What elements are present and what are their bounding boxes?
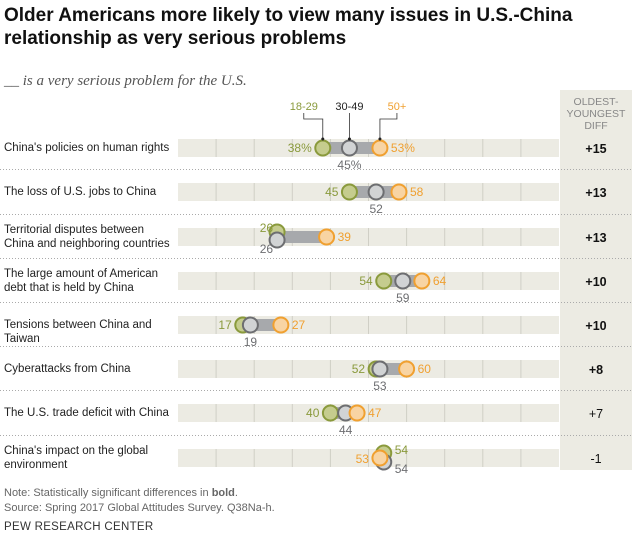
diff-value: +7 <box>589 407 603 421</box>
brand: PEW RESEARCH CENTER <box>4 521 154 533</box>
legend-leader-dot <box>378 137 382 141</box>
dot-18-29 <box>340 183 358 201</box>
label-50-plus: 64 <box>433 274 447 288</box>
label-30-49: 52 <box>369 202 383 216</box>
diff-value: +8 <box>589 363 603 377</box>
dot-30-49 <box>371 360 389 378</box>
diff-value: +15 <box>585 142 606 156</box>
dot-18-29 <box>375 272 393 290</box>
label-18-29: 45 <box>325 185 339 199</box>
dot-30-49 <box>268 231 286 249</box>
row-label: Tensions between China and Taiwan <box>4 319 152 345</box>
dot-30-49 <box>367 183 385 201</box>
diff-column-background <box>560 90 632 470</box>
diff-header-line: DIFF <box>584 120 607 132</box>
diff-value: +10 <box>585 319 606 333</box>
legend-label: 50+ <box>388 101 407 113</box>
label-30-49: 59 <box>396 291 410 305</box>
label-50-plus: 47 <box>368 406 382 420</box>
label-18-29: 54 <box>395 443 409 457</box>
row-label: China's policies on human rights <box>4 142 170 154</box>
legend-leader <box>379 113 398 139</box>
diff-header-line: YOUNGEST <box>567 108 627 120</box>
dot-50-plus <box>413 272 431 290</box>
label-18-29: 52 <box>352 362 366 376</box>
label-30-49: 45% <box>337 158 361 172</box>
label-50-plus: 53% <box>391 141 415 155</box>
legend-leader-dot <box>321 137 325 141</box>
dot-50-plus <box>371 139 389 157</box>
source: Source: Spring 2017 Global Attitudes Sur… <box>4 502 275 514</box>
dot-18-29 <box>321 404 339 422</box>
label-30-49: 44 <box>339 423 353 437</box>
row-label: The large amount of American debt that i… <box>4 268 159 294</box>
row-label: The U.S. trade deficit with China <box>4 407 169 419</box>
label-18-29: 26 <box>260 221 274 235</box>
dot-50-plus <box>272 316 290 334</box>
dot-30-49 <box>394 272 412 290</box>
label-30-49: 54 <box>395 462 409 476</box>
label-18-29: 54 <box>359 274 373 288</box>
dot-30-49 <box>241 316 259 334</box>
label-50-plus: 60 <box>418 362 432 376</box>
label-30-49: 53 <box>373 379 387 393</box>
diff-header-line: OLDEST- <box>574 96 619 108</box>
label-18-29: 38% <box>288 141 312 155</box>
label-50-plus: 53 <box>356 452 370 466</box>
diff-value: -1 <box>590 452 601 466</box>
dot-18-29 <box>314 139 332 157</box>
note: Note: Statistically significant differen… <box>4 487 238 499</box>
note-suffix: . <box>234 487 238 499</box>
label-50-plus: 39 <box>338 230 352 244</box>
row-label: Territorial disputes between China and n… <box>4 224 170 250</box>
note-bold: bold <box>211 487 235 499</box>
label-50-plus: 58 <box>410 185 424 199</box>
row-label: China's impact on the global environment <box>4 445 149 471</box>
dot-50-plus <box>398 360 416 378</box>
dot-50-plus <box>390 183 408 201</box>
row-label: Cyberattacks from China <box>4 363 131 375</box>
dot-50-plus <box>348 404 366 422</box>
row-label: The loss of U.S. jobs to China <box>4 186 157 198</box>
label-18-29: 17 <box>218 318 232 332</box>
dot-50-plus <box>318 228 336 246</box>
label-30-49: 19 <box>244 335 258 349</box>
legend-leader-dot <box>347 137 351 141</box>
label-50-plus: 27 <box>292 318 306 332</box>
label-18-29: 40 <box>306 406 320 420</box>
chart-subtitle: __ is a very serious problem for the U.S… <box>4 73 247 89</box>
note-prefix: Note: Statistically significant differen… <box>4 487 212 499</box>
label-30-49: 26 <box>260 242 274 256</box>
chart-title: Older Americans more likely to view many… <box>4 5 573 49</box>
legend-label: 30-49 <box>335 101 363 113</box>
dot-30-49 <box>340 139 358 157</box>
legend-leader <box>303 113 324 139</box>
range-bar <box>277 231 327 243</box>
diff-value: +10 <box>585 275 606 289</box>
diff-value: +13 <box>585 231 606 245</box>
legend-label: 18-29 <box>290 101 318 113</box>
dot-50-plus <box>371 449 389 467</box>
diff-value: +13 <box>585 186 606 200</box>
